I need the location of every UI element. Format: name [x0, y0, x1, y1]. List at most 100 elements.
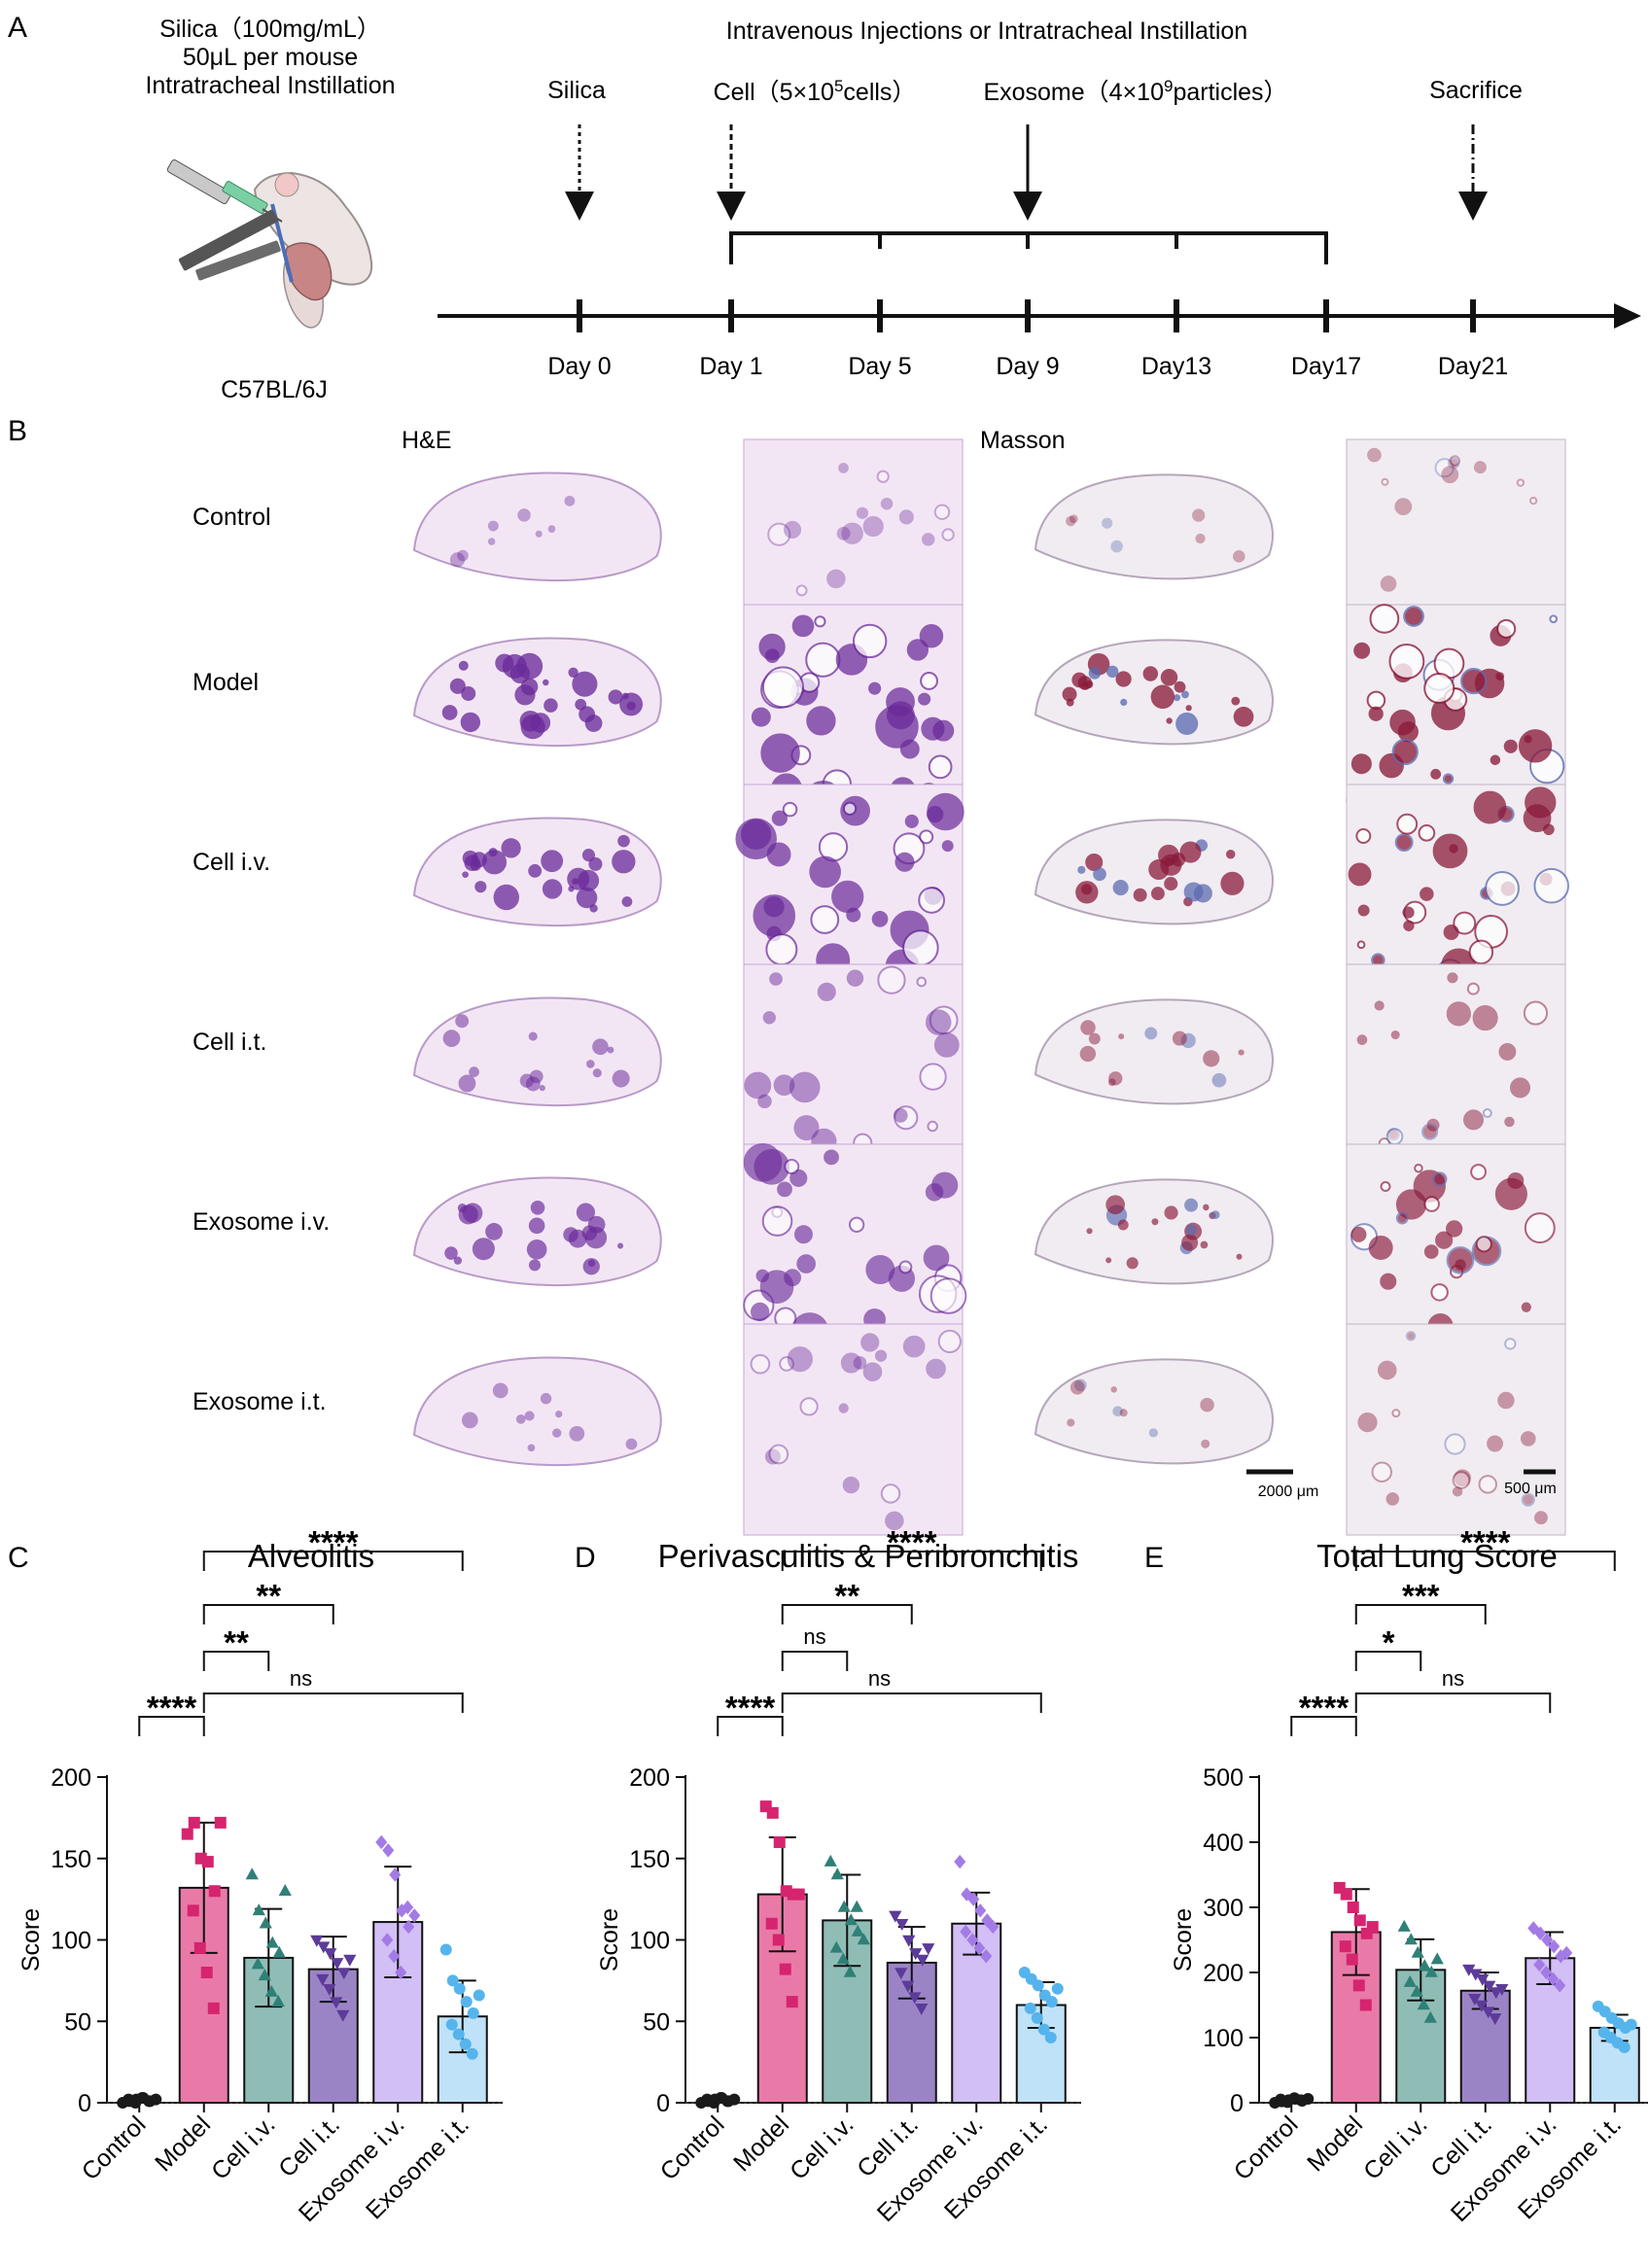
masson-lung-section — [1034, 473, 1274, 580]
data-point — [381, 1933, 394, 1947]
y-tick-label: 50 — [64, 2008, 91, 2036]
masson-lesion-spot — [1110, 1386, 1117, 1393]
masson-lesion-spot — [1133, 888, 1147, 902]
masson-lesion-spot — [1179, 841, 1202, 863]
he-zoom-field — [743, 1323, 964, 1536]
he-lesion-spot — [487, 520, 499, 532]
he-lesion-spot — [442, 1029, 461, 1048]
masson-zoom-feature — [1455, 1259, 1466, 1271]
he-zoom-feature — [757, 1094, 772, 1109]
masson-zoom-feature — [1468, 939, 1494, 965]
masson-zoom-feature — [1432, 1171, 1448, 1187]
he-lesion-spot — [487, 538, 496, 545]
masson-zoom-feature — [1523, 1000, 1549, 1026]
he-zoom-feature — [926, 1358, 946, 1379]
he-lesion-spot — [441, 705, 458, 720]
he-zoom-field — [743, 963, 964, 1176]
he-zoom-feature — [806, 706, 836, 736]
y-tick-label: 100 — [1203, 2025, 1244, 2052]
data-point — [1044, 2032, 1057, 2043]
significance-bracket — [138, 1716, 205, 1736]
data-point — [916, 1954, 929, 1967]
masson-lesion-spot — [1203, 1204, 1210, 1211]
timeline-day-label: Day17 — [1291, 353, 1361, 380]
data-point — [987, 1919, 999, 1935]
masson-zoom-feature — [1396, 813, 1419, 835]
he-lesion-spot — [471, 852, 487, 868]
he-zoom-feature — [898, 509, 914, 525]
data-point — [259, 1916, 272, 1929]
he-lesion-spot — [579, 706, 596, 723]
masson-zoom-feature — [1460, 668, 1488, 695]
he-lesion-spot — [607, 1046, 614, 1054]
he-zoom-feature — [795, 584, 808, 597]
masson-zoom-feature — [1528, 496, 1538, 506]
masson-lesion-spot — [1142, 666, 1159, 681]
masson-lesion-spot — [1062, 686, 1077, 702]
data-point — [330, 1997, 343, 2009]
masson-zoom-feature — [1497, 1391, 1515, 1410]
data-point — [1031, 2011, 1043, 2024]
masson-zoom-feature — [1449, 844, 1458, 854]
x-tick-label: Control — [77, 2111, 152, 2185]
panel-c: C Alveolitis050100150200ScoreControlMode… — [8, 1524, 503, 2227]
data-point — [459, 2038, 472, 2050]
he-zoom-feature — [880, 1483, 901, 1504]
he-zoom-feature — [824, 1149, 839, 1166]
data-point — [251, 1957, 264, 1970]
he-lesion-spot — [517, 508, 531, 522]
masson-zoom-feature — [1423, 1196, 1440, 1212]
he-zoom-feature — [842, 1476, 860, 1494]
data-point — [901, 1980, 915, 1993]
histology-row-label: Exosome i.t. — [193, 1388, 327, 1415]
masson-zoom-feature — [1447, 457, 1460, 470]
data-point — [389, 1867, 402, 1882]
panel-a: A Silica（100mg/mL） 50μL per mouse Intrat… — [8, 12, 1641, 403]
masson-zoom-feature — [1366, 690, 1386, 711]
data-point — [317, 1941, 331, 1954]
he-lesion-spot — [453, 1256, 463, 1265]
y-tick-label: 200 — [1203, 1960, 1244, 1987]
he-lesion-spot — [541, 850, 564, 873]
he-lesion-spot — [617, 1242, 624, 1249]
masson-zoom-feature — [1523, 804, 1552, 833]
data-point — [894, 1968, 908, 1980]
he-zoom-feature — [764, 1448, 781, 1465]
he-zoom-feature — [852, 623, 888, 659]
masson-zoom-feature — [1430, 1283, 1449, 1302]
he-zoom-feature — [868, 681, 882, 695]
masson-zoom-feature — [1452, 1471, 1471, 1489]
data-point — [973, 1940, 986, 1956]
he-lesion-spot — [581, 849, 596, 862]
silica-event-label: Silica — [547, 77, 606, 104]
panel-c-letter: C — [8, 1542, 29, 1574]
masson-zoom-feature — [1395, 1211, 1409, 1225]
he-lesion-spot — [540, 1392, 552, 1405]
he-lesion-spot — [563, 1227, 579, 1242]
significance-bracket — [781, 1692, 1042, 1713]
masson-lesion-spot — [1120, 698, 1128, 707]
he-zoom-feature — [761, 666, 804, 709]
he-zoom-feature — [735, 818, 777, 860]
he-zoom-feature — [762, 1011, 776, 1025]
data-point — [1547, 1971, 1560, 1986]
significance-label: ns — [803, 1624, 825, 1649]
y-tick-label: 150 — [51, 1846, 91, 1873]
data-point — [395, 1965, 407, 1980]
he-zoom-feature — [856, 506, 869, 519]
masson-zoom-feature — [1403, 920, 1415, 931]
data-point — [830, 1867, 844, 1880]
masson-zoom-feature — [1498, 1042, 1517, 1061]
masson-zoom-feature — [1356, 1034, 1368, 1045]
data-point — [1482, 2006, 1495, 2019]
data-point — [408, 1908, 421, 1923]
significance-label: **** — [1299, 1690, 1350, 1726]
data-point — [922, 1943, 935, 1956]
significance-label: * — [1383, 1624, 1395, 1660]
he-zoom-feature — [791, 614, 815, 638]
data-point — [779, 1963, 791, 1975]
data-point — [1366, 1921, 1379, 1934]
data-point — [201, 1856, 214, 1868]
data-point — [1411, 1945, 1424, 1958]
he-lesion-spot — [495, 653, 514, 673]
